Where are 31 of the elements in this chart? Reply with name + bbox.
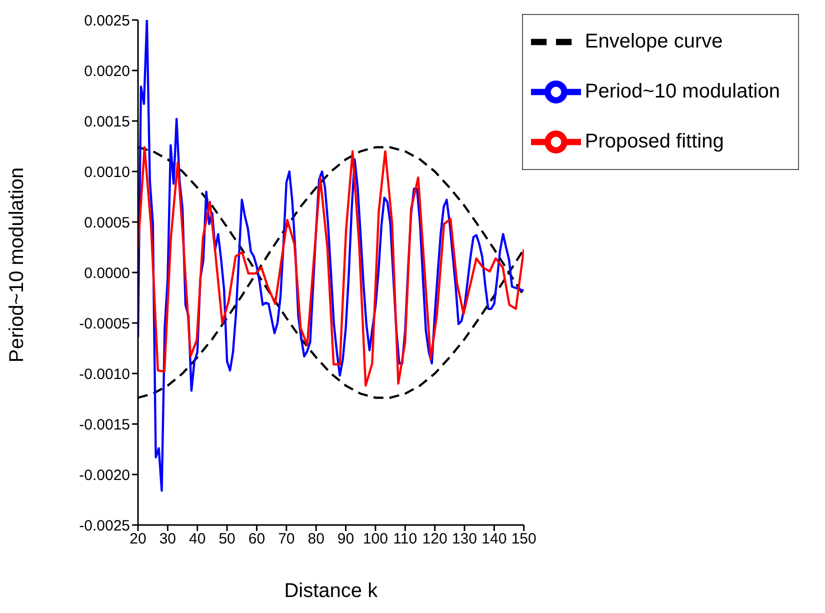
y-tick-label: -0.0025 — [79, 517, 130, 534]
y-tick-label: -0.0015 — [79, 416, 130, 434]
x-tick-label: 120 — [422, 530, 448, 548]
y-tick-label: 0.0005 — [84, 214, 130, 232]
legend-label: Period~10 modulation — [584, 80, 780, 102]
y-tick-label: -0.0020 — [79, 466, 130, 484]
y-tick-label: -0.0010 — [79, 366, 130, 383]
x-tick-label: 40 — [189, 530, 206, 548]
y-axis-title: Period~10 modulation — [6, 167, 28, 362]
line-series — [138, 20, 524, 492]
x-tick-label: 150 — [511, 530, 536, 548]
y-tick-label: 0.0010 — [84, 164, 130, 181]
x-tick-label: 130 — [452, 530, 478, 548]
x-tick-label: 90 — [337, 530, 354, 548]
legend-label: Envelope curve — [584, 30, 723, 52]
y-tick-label: 0.0020 — [84, 62, 130, 80]
y-tick-label: -0.0005 — [79, 315, 130, 332]
x-tick-label: 70 — [278, 530, 295, 548]
y-tick-label: 0.0015 — [84, 113, 130, 130]
x-tick-label: 110 — [393, 530, 418, 548]
x-tick-label: 60 — [248, 530, 266, 548]
x-tick-label: 80 — [308, 530, 324, 548]
x-tick-label: 140 — [482, 530, 507, 548]
x-axis-title: Distance k — [284, 580, 379, 602]
x-tick-label: 30 — [159, 530, 176, 548]
y-tick-label: 0.0025 — [84, 12, 130, 30]
y-tick-label: 0.0000 — [84, 264, 130, 282]
x-tick-label: 50 — [218, 530, 236, 548]
x-tick-label: 20 — [130, 530, 146, 548]
x-tick-label: 100 — [362, 530, 388, 548]
legend-label: Proposed fitting — [584, 130, 724, 152]
